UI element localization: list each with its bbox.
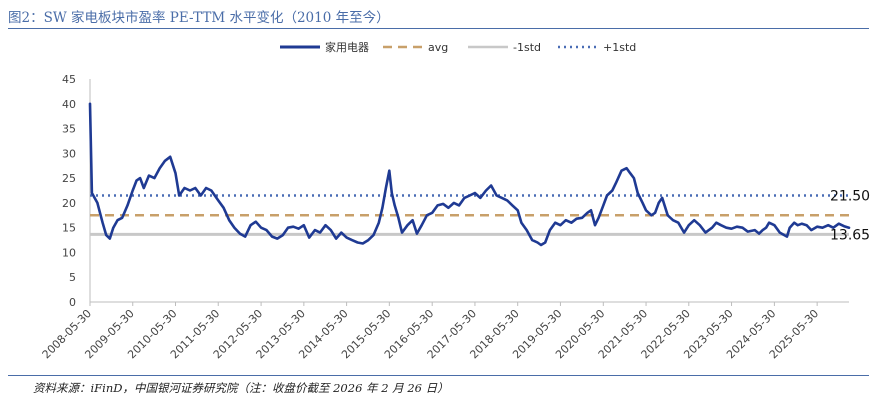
y-axis: 0 5 10 15 20 25 30 35 40 45: [62, 73, 91, 309]
y-tick-label: 40: [62, 98, 76, 111]
y-tick-label: 10: [62, 246, 76, 259]
x-axis: 2008-05-302009-05-302010-05-302011-05-30…: [40, 301, 849, 361]
y-tick-label: 20: [62, 197, 76, 210]
y-tick-label: 25: [62, 172, 76, 185]
title-divider: [8, 28, 869, 29]
y-tick-label: 15: [62, 222, 76, 235]
legend: 家用电器 avg -1std +1std: [280, 40, 636, 54]
chart-title: 图2：SW 家电板块市盈率 PE-TTM 水平变化（2010 年至今）: [8, 10, 390, 26]
annotations: 21.50 13.65: [830, 188, 870, 243]
source-note: 资料来源：iFinD，中国银河证券研究院（注：收盘价截至 2026 年 2 月 …: [33, 381, 449, 395]
y-tick-label: 35: [62, 123, 76, 136]
legend-label: -1std: [513, 41, 541, 54]
series-layer: [88, 102, 851, 247]
annotation-label: 21.50: [830, 188, 870, 204]
y-tick-label: 45: [62, 73, 76, 86]
legend-label: +1std: [603, 41, 636, 54]
series-line: [88, 102, 851, 247]
legend-label: 家用电器: [325, 40, 369, 54]
y-tick-label: 0: [69, 296, 76, 309]
legend-label: avg: [428, 41, 448, 54]
y-tick-label: 5: [69, 271, 76, 284]
annotation-label: 13.65: [830, 227, 870, 243]
source-divider: [8, 375, 869, 376]
y-tick-label: 30: [62, 147, 76, 160]
